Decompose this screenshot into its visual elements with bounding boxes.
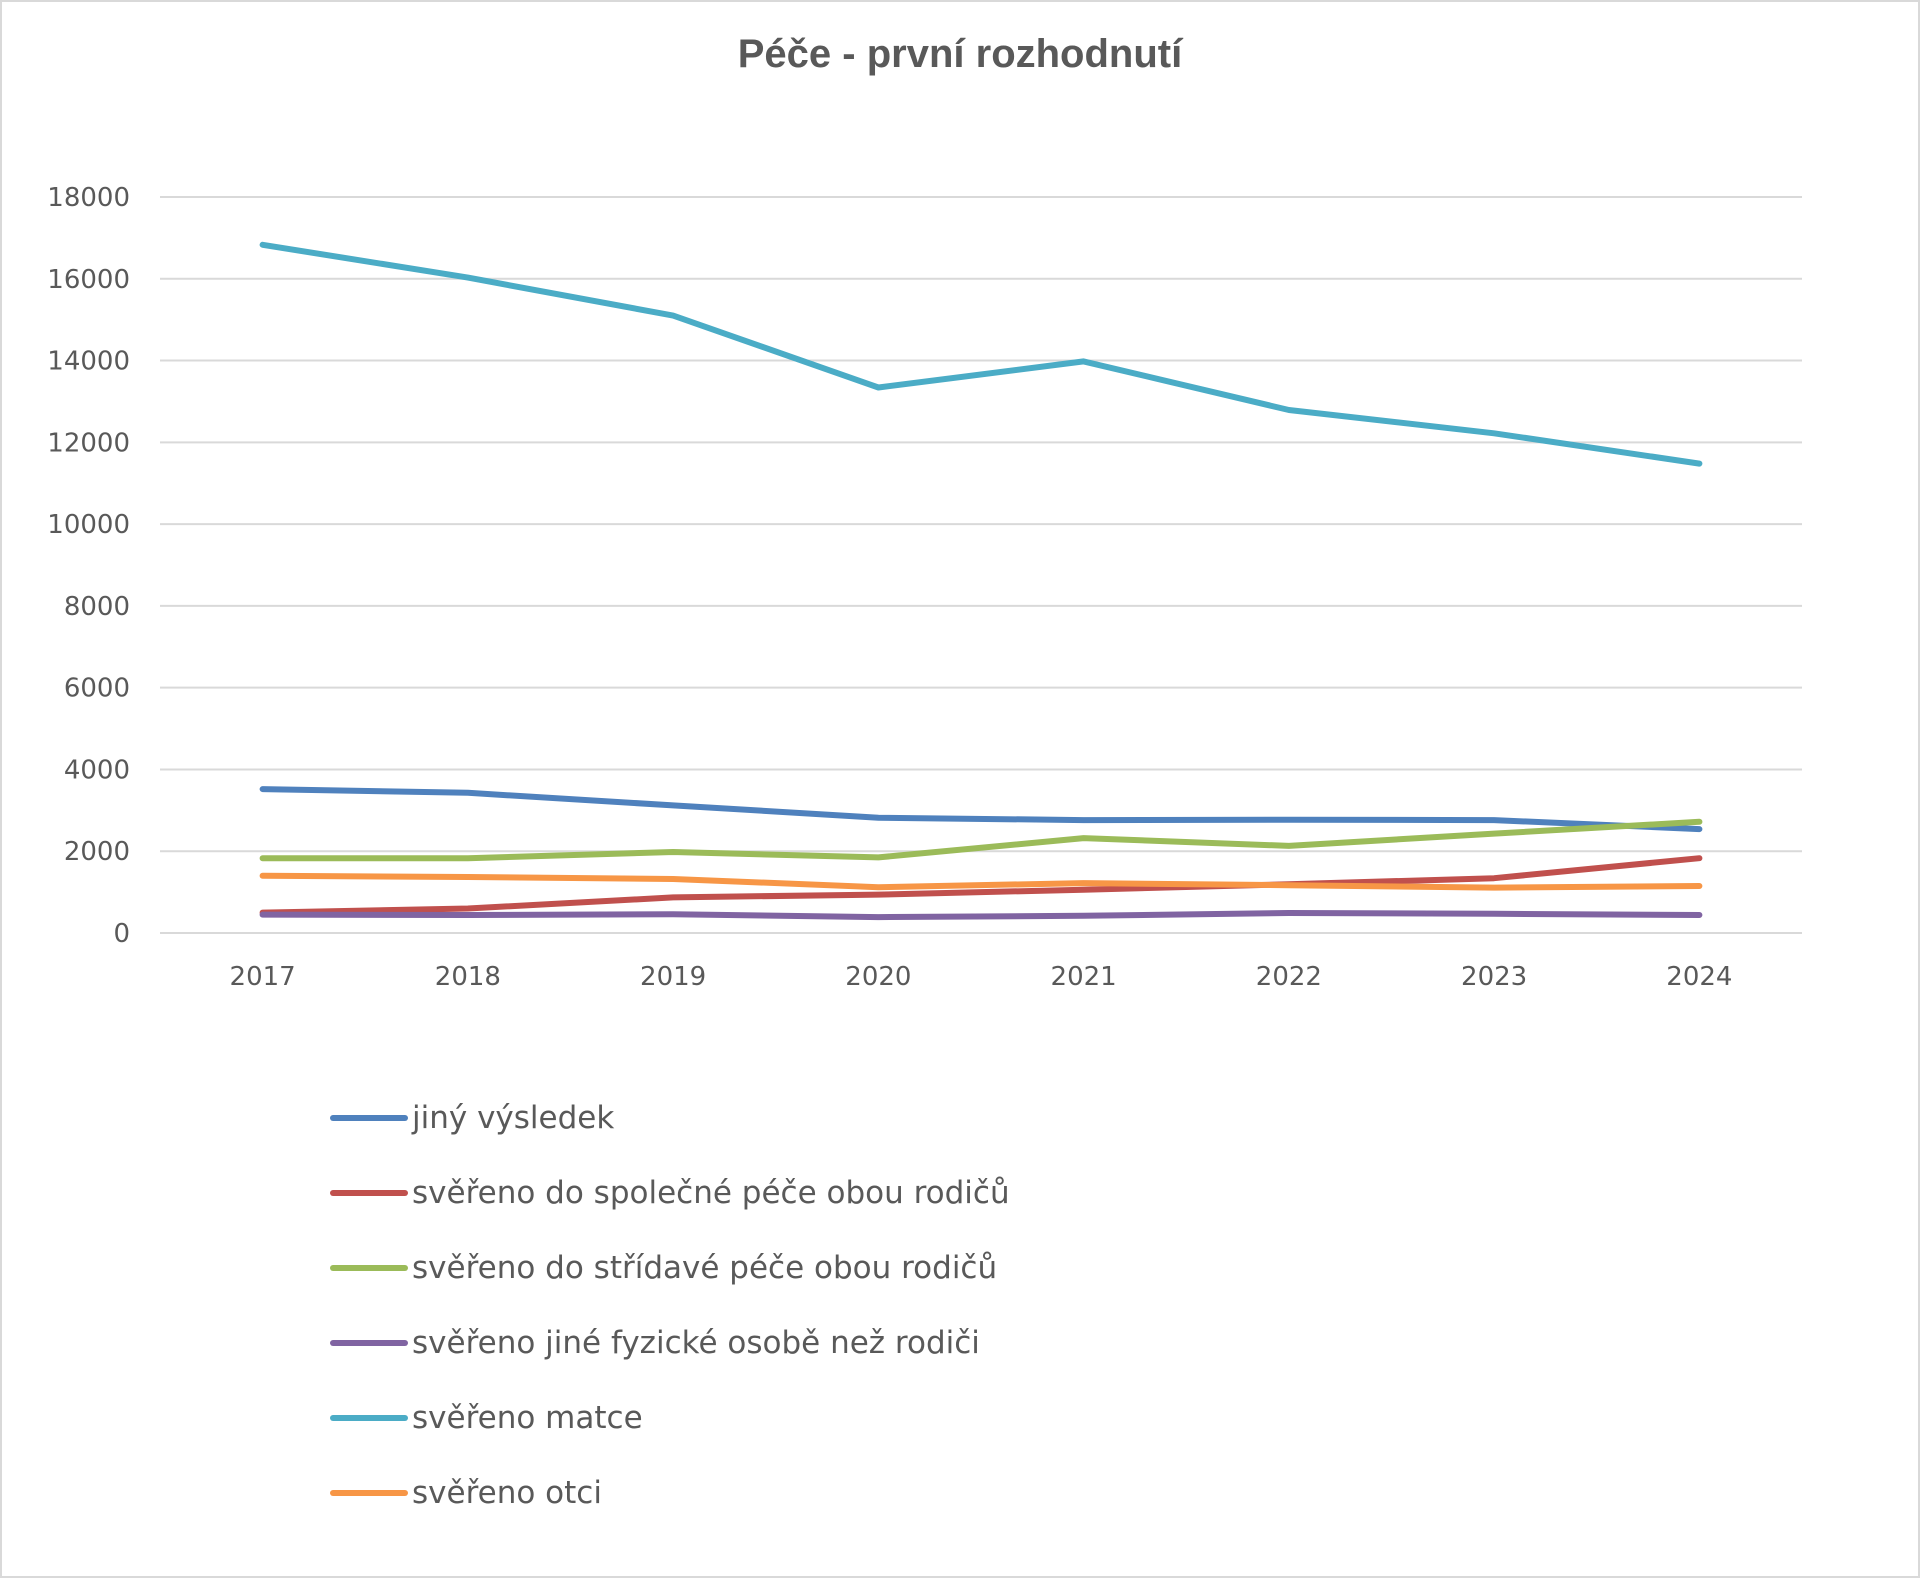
- legend-item: svěřeno otci: [330, 1455, 1010, 1530]
- y-tick-label: 0: [113, 919, 130, 949]
- x-axis-ticks: 2017 2018 2019 2020 2021 2022 2023 2024: [230, 962, 1733, 992]
- legend-swatch: [330, 1339, 408, 1346]
- x-tick-label: 2018: [435, 962, 501, 992]
- legend-label: svěřeno matce: [412, 1399, 643, 1436]
- legend-label: jiný výsledek: [412, 1099, 615, 1136]
- series-line-0: [259, 786, 1703, 833]
- x-tick-label: 2022: [1256, 962, 1322, 992]
- x-tick-label: 2017: [230, 962, 296, 992]
- series-line-5: [259, 872, 1703, 891]
- y-tick-label: 2000: [64, 837, 130, 867]
- legend-item: svěřeno matce: [330, 1380, 1010, 1455]
- y-tick-label: 16000: [47, 265, 130, 295]
- legend-swatch: [330, 1189, 408, 1196]
- y-axis-ticks: 0 2000 4000 6000 8000 10000 12000 14000 16000 180…: [47, 183, 130, 949]
- gridlines: [160, 196, 1802, 934]
- legend-item: svěřeno do společné péče obou rodičů: [330, 1155, 1010, 1230]
- series-line-3: [259, 910, 1703, 921]
- series-lines: [259, 241, 1703, 921]
- legend-label: svěřeno otci: [412, 1474, 602, 1511]
- y-tick-label: 12000: [47, 428, 130, 458]
- x-tick-label: 2024: [1666, 962, 1732, 992]
- legend-label: svěřeno do střídavé péče obou rodičů: [412, 1249, 998, 1286]
- legend-item: svěřeno do střídavé péče obou rodičů: [330, 1230, 1010, 1305]
- chart-title: Péče - první rozhodnutí: [737, 32, 1183, 76]
- y-tick-label: 14000: [47, 347, 130, 377]
- legend-item: jiný výsledek: [330, 1080, 1010, 1155]
- legend-item: svěřeno jiné fyzické osobě než rodiči: [330, 1305, 1010, 1380]
- y-tick-label: 10000: [47, 510, 130, 540]
- legend-label: svěřeno do společné péče obou rodičů: [412, 1174, 1010, 1211]
- series-line-4: [259, 241, 1703, 467]
- legend-swatch: [330, 1264, 408, 1271]
- y-tick-label: 4000: [64, 755, 130, 785]
- y-tick-label: 18000: [47, 183, 130, 213]
- x-tick-label: 2020: [845, 962, 911, 992]
- legend-label: svěřeno jiné fyzické osobě než rodiči: [412, 1324, 980, 1361]
- legend-swatch: [330, 1114, 408, 1121]
- series-line-2: [259, 818, 1703, 862]
- y-tick-label: 6000: [64, 674, 130, 704]
- x-tick-label: 2023: [1461, 962, 1527, 992]
- legend: jiný výsledek svěřeno do společné péče ob…: [330, 1080, 1010, 1530]
- legend-swatch: [330, 1414, 408, 1421]
- x-tick-label: 2021: [1051, 962, 1117, 992]
- series-line-1: [259, 855, 1703, 916]
- legend-swatch: [330, 1489, 408, 1496]
- y-tick-label: 8000: [64, 592, 130, 622]
- x-tick-label: 2019: [640, 962, 706, 992]
